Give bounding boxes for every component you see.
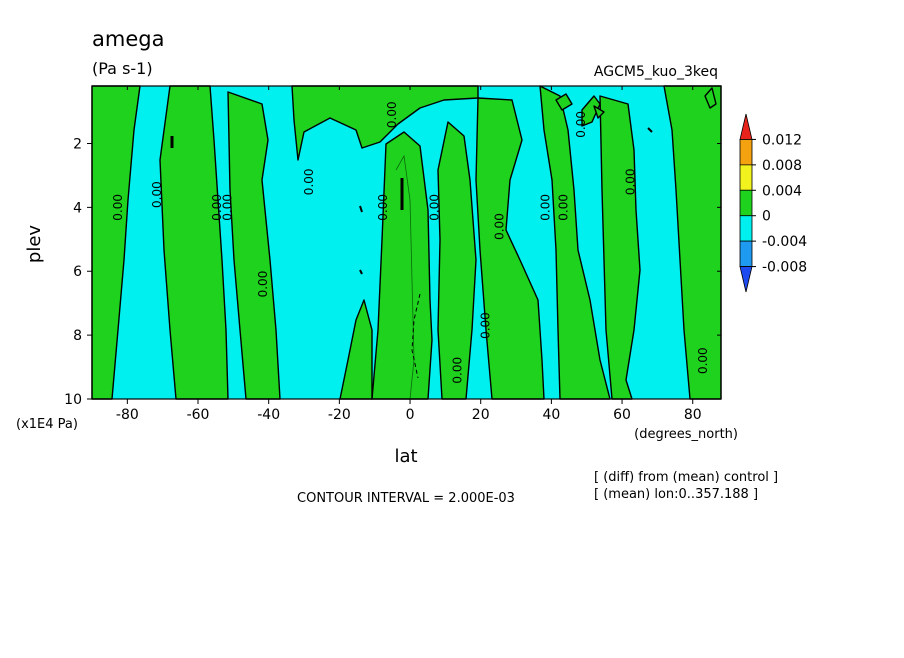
x-tick-label: 80 bbox=[684, 407, 702, 423]
positive-regions bbox=[91, 85, 722, 400]
note-mean: [ (mean) lon:0..357.188 ] bbox=[594, 487, 758, 502]
x-axis: -80 -60 -40 -20 0 20 40 60 80 bbox=[116, 86, 702, 423]
y-axis: 2 4 6 8 10 bbox=[64, 136, 721, 408]
experiment-label: AGCM5_kuo_3keq bbox=[594, 64, 718, 80]
contour-label: 0.00 bbox=[623, 168, 637, 195]
colorbar-segment bbox=[739, 113, 753, 140]
contour-label: 0.00 bbox=[221, 194, 235, 221]
y-tick-label: 6 bbox=[73, 264, 82, 280]
contour-label: 0.00 bbox=[210, 194, 224, 221]
contour-label: 0.00 bbox=[574, 111, 588, 138]
colorbar-label: 0.008 bbox=[762, 158, 802, 174]
y-axis-units: (x1E4 Pa) bbox=[16, 417, 78, 432]
x-tick-label: 60 bbox=[613, 407, 631, 423]
region-southern-band bbox=[159, 85, 229, 400]
colorbar-label: -0.004 bbox=[762, 234, 807, 250]
x-tick-label: -40 bbox=[257, 407, 280, 423]
region-islet-d bbox=[704, 87, 717, 109]
contour-line-small-b bbox=[359, 269, 363, 275]
contour-label: 0.00 bbox=[493, 213, 507, 240]
contour-label: 0.00 bbox=[376, 194, 390, 221]
y-tick-label: 10 bbox=[64, 392, 82, 408]
x-tick-label: 20 bbox=[472, 407, 490, 423]
contour-label: 0.00 bbox=[385, 101, 399, 128]
region-north-60 bbox=[599, 95, 641, 400]
chart-title: amega bbox=[92, 27, 164, 51]
region-north-20 bbox=[475, 97, 545, 400]
contour-label: 0.00 bbox=[302, 168, 316, 195]
contour-label: 0.00 bbox=[111, 194, 125, 221]
contour-label: 0.00 bbox=[556, 194, 570, 221]
contour-line-dashed bbox=[411, 293, 421, 379]
colorbar-segment bbox=[739, 189, 753, 217]
region-islet-a bbox=[555, 93, 573, 111]
contour-line-small-a bbox=[359, 205, 363, 213]
contour-label: 0.00 bbox=[539, 194, 553, 221]
x-tick-label: 0 bbox=[406, 407, 415, 423]
colorbar-segment bbox=[739, 266, 753, 293]
plot-frame bbox=[91, 85, 722, 400]
colorbar-label: 0.004 bbox=[762, 183, 802, 199]
region-islet-c bbox=[593, 105, 605, 119]
contour-labels: 0.00 0.00 0.000.000.000.000.000.000.000.00… bbox=[111, 101, 710, 383]
region-north-40 bbox=[539, 85, 611, 400]
contour-label: 0.00 bbox=[450, 357, 464, 384]
contour-line-small-c bbox=[647, 127, 653, 133]
colorbar-segment bbox=[739, 139, 753, 166]
contour-interval: CONTOUR INTERVAL = 2.000E-03 bbox=[297, 491, 515, 506]
y-axis-label: plev bbox=[24, 225, 45, 264]
x-tick-label: -60 bbox=[187, 407, 210, 423]
contour-label: 0.00 bbox=[256, 271, 270, 298]
contour-label: 0.00 bbox=[479, 312, 493, 339]
colorbar-segment bbox=[739, 240, 753, 267]
region-upper-left bbox=[291, 85, 479, 161]
colorbar-segment bbox=[739, 164, 753, 191]
region-midlat-band bbox=[227, 91, 281, 400]
colorbar-label: 0 bbox=[762, 209, 771, 225]
x-axis-units: (degrees_north) bbox=[634, 427, 738, 442]
contour-label: 0.00 bbox=[696, 347, 710, 374]
x-tick-label: 40 bbox=[542, 407, 560, 423]
colorbar-label: -0.008 bbox=[762, 260, 807, 276]
y-tick-label: 2 bbox=[73, 136, 82, 152]
region-equatorial bbox=[371, 131, 433, 400]
x-tick-label: -80 bbox=[116, 407, 139, 423]
colorbar-label: 0.012 bbox=[762, 132, 802, 148]
colorbar-segment bbox=[739, 215, 753, 242]
contour-label: 0.00 bbox=[150, 181, 164, 208]
y-tick-label: 8 bbox=[73, 328, 82, 344]
contour-line-equator-inner bbox=[395, 154, 415, 400]
plot-area: 0.00 0.00 0.000.000.000.000.000.000.000.00… bbox=[91, 85, 722, 400]
contour-detail-lines bbox=[170, 127, 653, 400]
colorbar: 0.012 0.008 0.004 0 -0.004 -0.008 bbox=[739, 113, 807, 293]
note-diff: [ (diff) from (mean) control ] bbox=[594, 470, 778, 485]
x-tick-label: -20 bbox=[328, 407, 351, 423]
contour-label: 0.00 bbox=[427, 194, 441, 221]
chart-units: (Pa s-1) bbox=[92, 59, 153, 78]
x-axis-label: lat bbox=[394, 446, 417, 467]
y-tick-label: 4 bbox=[73, 200, 82, 216]
